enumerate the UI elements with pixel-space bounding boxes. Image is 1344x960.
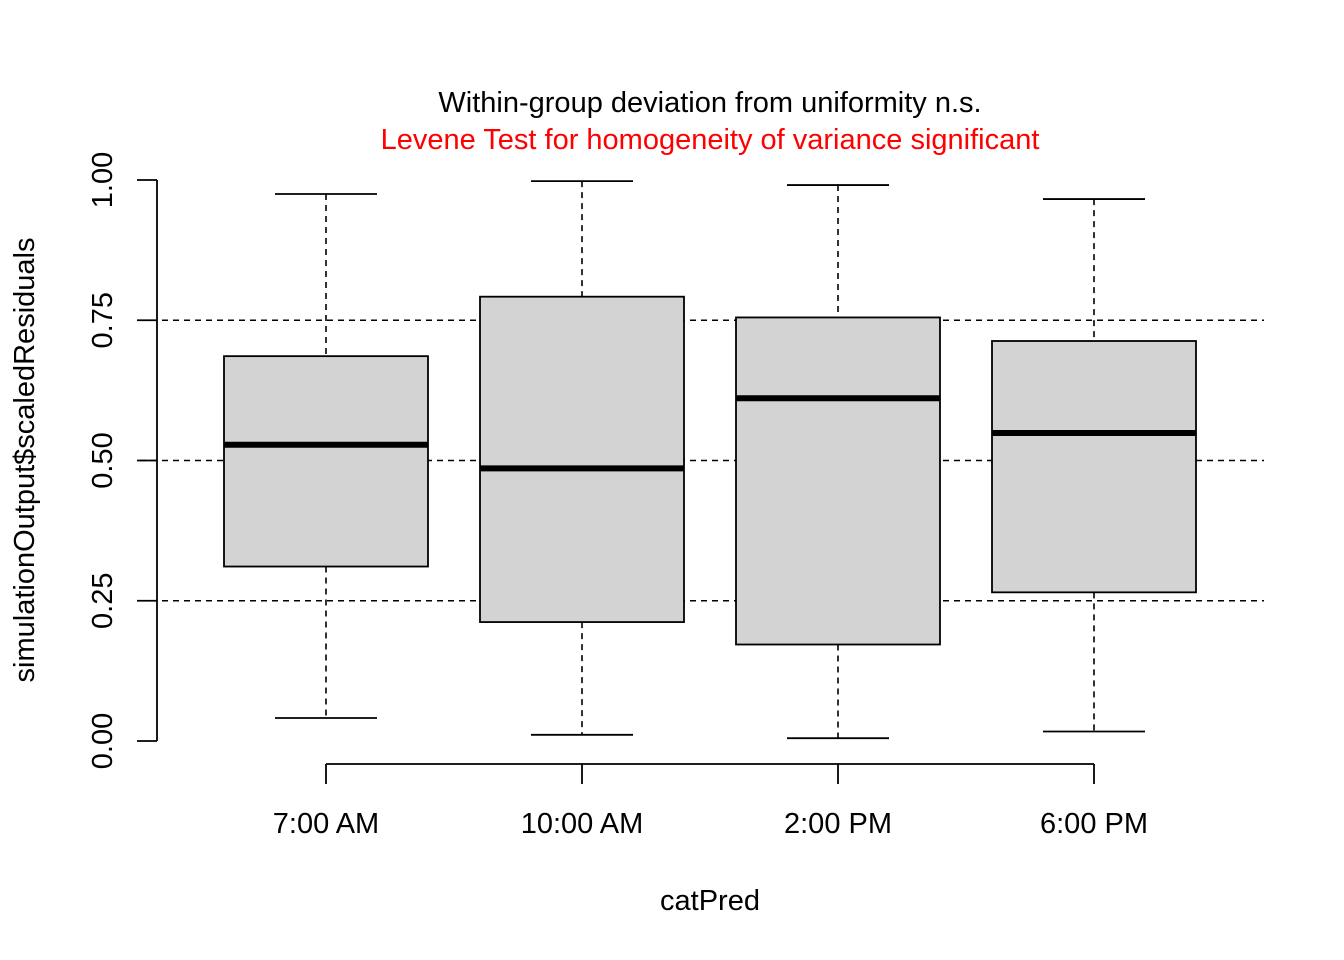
y-tick-label: 0.50 [87, 432, 119, 488]
y-axis: 0.00 0.25 0.50 0.75 1.00 [87, 152, 158, 769]
box [223, 355, 429, 568]
x-tick-label: 7:00 AM [273, 808, 379, 840]
y-tick-label: 1.00 [87, 152, 119, 208]
y-tick-label: 0.25 [87, 573, 119, 629]
box-group [735, 184, 941, 740]
y-tick-label: 0.75 [87, 292, 119, 348]
chart-title: Within-group deviation from uniformity n… [438, 87, 981, 119]
chart-subtitle: Levene Test for homogeneity of variance … [381, 124, 1040, 156]
box [479, 295, 685, 623]
y-axis-label: simulationOutput$scaledResiduals [9, 238, 41, 683]
box [991, 340, 1197, 594]
x-tick-label: 2:00 PM [784, 808, 892, 840]
box-group [479, 180, 685, 736]
box-group [991, 198, 1197, 733]
boxes [223, 180, 1197, 740]
box-group [223, 193, 429, 719]
x-axis: 7:00 AM 10:00 AM 2:00 PM 6:00 PM [273, 763, 1148, 840]
x-tick-label: 10:00 AM [521, 808, 644, 840]
y-tick-label: 0.00 [87, 713, 119, 769]
x-axis-label: catPred [660, 885, 760, 917]
x-tick-label: 6:00 PM [1040, 808, 1148, 840]
box [735, 316, 941, 646]
